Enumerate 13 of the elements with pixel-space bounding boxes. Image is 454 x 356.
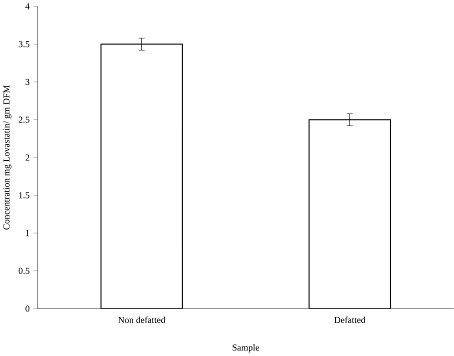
y-tick-label: 1.5 xyxy=(19,192,30,198)
y-axis-title: Concentration mg Lovastatin/ gm DFM xyxy=(3,85,12,230)
y-tick-label: 3.5 xyxy=(18,41,30,48)
y-tick-label: 2 xyxy=(26,154,30,161)
y-tick-label: 3 xyxy=(26,78,30,86)
x-axis-title: Sample xyxy=(232,344,260,353)
x-tick-label: Non defatted xyxy=(118,316,166,324)
y-tick-label: 0.5 xyxy=(18,268,30,274)
y-tick-label: 1 xyxy=(26,230,30,236)
y-tick-label: 0 xyxy=(26,306,30,312)
y-tick-label: 4 xyxy=(25,3,30,10)
x-tick-label: Defatted xyxy=(334,316,366,324)
y-tick-label: 2.5 xyxy=(18,116,30,123)
